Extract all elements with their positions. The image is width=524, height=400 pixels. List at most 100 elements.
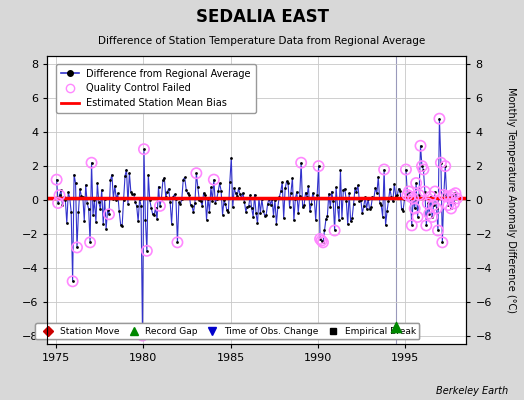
Point xyxy=(82,182,90,188)
Point xyxy=(432,205,441,212)
Point xyxy=(443,194,451,200)
Point xyxy=(173,239,182,246)
Point xyxy=(431,188,439,195)
Point xyxy=(157,196,166,202)
Point xyxy=(102,226,111,232)
Point xyxy=(54,200,62,206)
Point xyxy=(260,213,269,219)
Point xyxy=(403,192,412,198)
Point xyxy=(440,192,448,198)
Point xyxy=(144,172,152,178)
Point xyxy=(156,203,164,209)
Point xyxy=(166,199,174,206)
Point xyxy=(90,197,99,204)
Point xyxy=(103,207,112,214)
Point xyxy=(249,214,257,220)
Point xyxy=(215,180,224,186)
Point xyxy=(292,189,301,195)
Point xyxy=(390,181,399,187)
Point xyxy=(350,201,358,208)
Point xyxy=(89,212,97,218)
Point xyxy=(88,160,96,166)
Point xyxy=(427,194,435,200)
Point xyxy=(290,217,298,224)
Point xyxy=(64,189,72,196)
Point xyxy=(364,196,373,202)
Point xyxy=(348,215,356,222)
Point xyxy=(92,219,100,225)
Point xyxy=(329,198,337,204)
Point xyxy=(367,204,375,210)
Point xyxy=(406,194,414,200)
Point xyxy=(299,204,307,210)
Point xyxy=(168,220,176,227)
Point xyxy=(161,194,170,201)
Point xyxy=(380,166,388,173)
Point xyxy=(415,192,423,198)
Point xyxy=(208,198,216,204)
Point xyxy=(294,210,302,216)
Point xyxy=(410,205,419,212)
Point xyxy=(316,236,324,242)
Point xyxy=(131,198,139,205)
Point xyxy=(423,200,432,206)
Point xyxy=(192,170,201,176)
Point xyxy=(451,190,460,196)
Point xyxy=(345,190,353,196)
Point xyxy=(256,210,265,216)
Point xyxy=(447,205,455,212)
Point xyxy=(74,209,83,215)
Point xyxy=(282,178,291,184)
Point xyxy=(247,205,256,212)
Point xyxy=(219,212,227,218)
Point xyxy=(300,202,308,208)
Point xyxy=(155,184,163,190)
Point xyxy=(351,185,359,191)
Point xyxy=(77,193,85,199)
Point xyxy=(174,199,183,206)
Point xyxy=(226,179,234,185)
Point xyxy=(331,227,339,234)
Point xyxy=(286,204,294,210)
Point xyxy=(88,160,96,166)
Point xyxy=(409,195,418,202)
Point xyxy=(314,163,323,169)
Point xyxy=(322,216,330,223)
Point xyxy=(97,187,106,193)
Point xyxy=(355,198,364,204)
Point xyxy=(232,190,240,196)
Point xyxy=(418,163,426,169)
Point xyxy=(227,154,235,161)
Point xyxy=(143,248,151,254)
Point xyxy=(376,200,384,206)
Point xyxy=(281,185,289,192)
Point xyxy=(428,214,436,220)
Point xyxy=(393,192,401,198)
Point xyxy=(137,202,145,209)
Point xyxy=(70,171,78,178)
Point xyxy=(408,222,416,229)
Point xyxy=(93,180,102,186)
Point xyxy=(115,208,124,215)
Point xyxy=(342,198,351,204)
Point xyxy=(143,248,151,254)
Point xyxy=(237,195,246,202)
Point xyxy=(436,160,445,166)
Point xyxy=(207,184,215,191)
Point xyxy=(359,203,368,210)
Point xyxy=(234,185,243,191)
Point xyxy=(422,222,431,229)
Point xyxy=(377,202,386,208)
Point xyxy=(410,205,419,212)
Point xyxy=(386,186,394,192)
Point xyxy=(119,197,128,203)
Point xyxy=(61,197,70,203)
Point xyxy=(140,146,148,152)
Point xyxy=(421,188,429,195)
Point xyxy=(320,227,329,234)
Point xyxy=(432,205,441,212)
Point xyxy=(400,196,409,202)
Point xyxy=(192,170,201,176)
Point xyxy=(305,208,314,214)
Point xyxy=(69,278,77,284)
